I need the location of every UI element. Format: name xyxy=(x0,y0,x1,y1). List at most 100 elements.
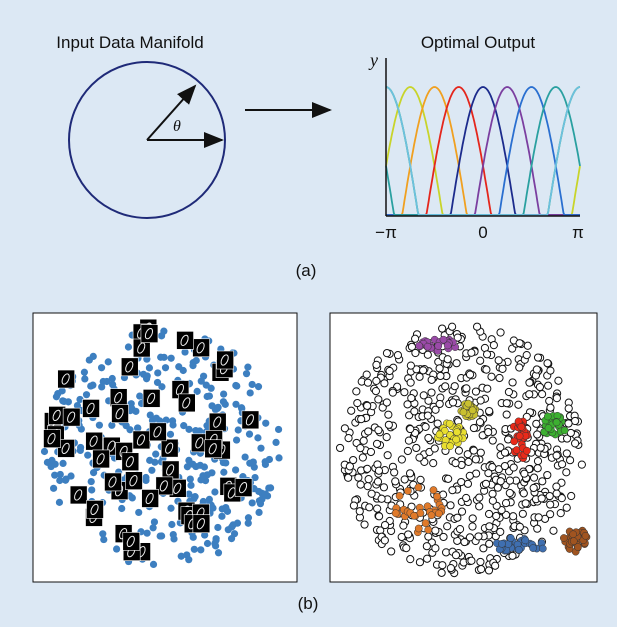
cluster-point xyxy=(416,342,423,349)
point xyxy=(472,456,479,463)
y-label: y xyxy=(368,50,378,70)
digit-thumb xyxy=(178,394,195,412)
point xyxy=(502,500,509,507)
point xyxy=(522,500,529,507)
point xyxy=(470,424,477,431)
digit-thumb xyxy=(86,432,103,450)
point xyxy=(187,482,194,489)
digit-thumb xyxy=(121,358,138,376)
point xyxy=(489,490,496,497)
point xyxy=(559,461,566,468)
point xyxy=(220,391,227,398)
point xyxy=(546,397,553,404)
point xyxy=(378,495,385,502)
point xyxy=(422,423,429,430)
point xyxy=(486,523,493,530)
point xyxy=(521,470,528,477)
point xyxy=(568,492,575,499)
point xyxy=(412,349,419,356)
point xyxy=(257,445,264,452)
point xyxy=(168,521,175,528)
point xyxy=(473,323,480,330)
point xyxy=(438,569,445,576)
point xyxy=(392,478,399,485)
point xyxy=(232,466,239,473)
point xyxy=(374,505,381,512)
point xyxy=(489,497,496,504)
point xyxy=(366,504,373,511)
point xyxy=(495,357,502,364)
digit-thumb xyxy=(83,399,100,417)
point xyxy=(553,452,560,459)
point xyxy=(411,408,418,415)
point xyxy=(425,434,432,441)
point xyxy=(530,484,537,491)
point xyxy=(358,416,365,423)
point xyxy=(272,439,279,446)
point xyxy=(533,366,540,373)
point xyxy=(113,545,120,552)
point xyxy=(136,392,143,399)
point xyxy=(356,508,363,515)
point xyxy=(465,458,472,465)
point xyxy=(154,369,161,376)
point xyxy=(476,494,483,501)
point xyxy=(214,524,221,531)
point xyxy=(168,355,175,362)
point xyxy=(247,389,254,396)
cluster-point xyxy=(428,512,435,519)
point xyxy=(547,511,554,518)
point xyxy=(538,391,545,398)
point xyxy=(468,557,475,564)
cluster-point xyxy=(425,526,432,533)
point xyxy=(41,448,48,455)
x-tick-label: 0 xyxy=(478,223,487,242)
point xyxy=(501,449,508,456)
digit-thumb xyxy=(93,450,110,468)
point xyxy=(515,401,522,408)
point xyxy=(365,428,372,435)
point xyxy=(368,490,375,497)
point xyxy=(81,375,88,382)
point xyxy=(360,437,367,444)
point xyxy=(222,459,229,466)
point xyxy=(404,447,411,454)
point xyxy=(497,528,504,535)
point xyxy=(437,372,444,379)
point xyxy=(254,434,261,441)
point xyxy=(381,380,388,387)
cluster-point xyxy=(561,427,568,434)
point xyxy=(456,526,463,533)
point xyxy=(367,448,374,455)
point xyxy=(375,467,382,474)
digit-thumb xyxy=(122,453,139,471)
point xyxy=(470,447,477,454)
point xyxy=(431,445,438,452)
digit-thumb xyxy=(44,430,61,448)
point xyxy=(484,385,491,392)
point xyxy=(100,536,107,543)
point xyxy=(98,383,105,390)
digit-thumb xyxy=(123,532,140,550)
point xyxy=(83,391,90,398)
point xyxy=(523,351,530,358)
point xyxy=(160,328,167,335)
cluster-point xyxy=(465,400,472,407)
point xyxy=(407,425,414,432)
point xyxy=(565,420,572,427)
point xyxy=(477,357,484,364)
point xyxy=(48,463,55,470)
point xyxy=(476,419,483,426)
point xyxy=(135,509,142,516)
point xyxy=(417,476,424,483)
point xyxy=(488,373,495,380)
point xyxy=(405,531,412,538)
digit-thumb xyxy=(193,515,210,533)
point xyxy=(506,489,513,496)
cluster-point xyxy=(530,544,537,551)
point xyxy=(162,364,169,371)
point xyxy=(458,508,465,515)
point xyxy=(492,562,499,569)
point xyxy=(444,523,451,530)
point xyxy=(423,543,430,550)
